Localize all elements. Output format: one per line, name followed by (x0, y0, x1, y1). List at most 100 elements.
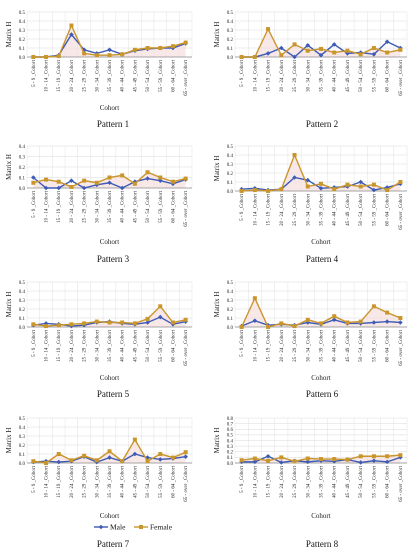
y-tick-label: 0.2 (19, 166, 26, 171)
x-tick-label: 5 - 9 _Cohort (240, 193, 245, 220)
y-tick-label: 0.0 (227, 326, 234, 331)
x-tick-label: 50 - 54 _Cohort (359, 465, 364, 497)
y-axis-title: Matrix H (5, 428, 13, 454)
female-point (44, 55, 49, 59)
female-point (252, 188, 257, 193)
male-point (252, 318, 258, 323)
female-point (398, 316, 403, 320)
chart-panel-8: 0.00.10.20.30.40.50.60.70.8 Matrix H 5 - 9… (213, 417, 408, 549)
male-point (170, 181, 176, 187)
female-point (239, 55, 244, 59)
male-point (132, 451, 138, 457)
y-tick-label: 0.3 (19, 29, 26, 34)
female-point (305, 456, 310, 461)
y-axis-title: Matrix H (213, 22, 221, 48)
male-point (331, 42, 337, 47)
female-point (345, 182, 350, 187)
x-tick-label: 10 - 14 _Cohort (253, 193, 258, 225)
x-tick-label: 15 - 19 _Cohort (267, 59, 272, 91)
x-tick-label: 15 - 19 _Cohort (57, 190, 62, 222)
x-tick-label: 25 - 29 _Cohort (293, 59, 298, 91)
pattern-caption: Pattern 3 (97, 254, 130, 264)
female-point (279, 321, 284, 326)
x-tick-label: 10 - 14 _Cohort (45, 59, 50, 91)
x-tick-label: 5 - 9 _Cohort (240, 329, 245, 356)
male-point (292, 54, 297, 60)
female-point (82, 321, 87, 326)
y-tick-label: 0.8 (227, 417, 234, 422)
x-tick-label: 55 - 59 _Cohort (159, 190, 164, 222)
male-point (94, 182, 100, 188)
x-tick-label: 45 - 49 _Cohort (133, 59, 138, 91)
pattern-caption: Pattern 5 (97, 389, 130, 399)
x-tick-label: 5 - 9 _Cohort (32, 190, 37, 217)
male-point (252, 459, 258, 465)
male-point (107, 180, 112, 186)
female-point (56, 179, 61, 184)
female-point (56, 323, 61, 328)
female-point (279, 53, 284, 58)
x-axis-title: Cohort (311, 374, 331, 382)
female-point (183, 40, 188, 45)
x-tick-label: 15 - 19 _Cohort (57, 59, 62, 91)
female-point (252, 296, 257, 301)
female-shadow-area (33, 24, 186, 57)
y-axis-title: Matrix H (213, 428, 221, 454)
x-axis-title: Cohort (311, 238, 331, 246)
x-tick-label: 45 - 49 _Cohort (133, 190, 138, 222)
y-tick-label: 0.5 (19, 11, 26, 16)
x-tick-label: 20 - 24 _Cohort (280, 193, 285, 225)
female-point (266, 189, 271, 193)
x-tick-label: 40 - 44 _Cohort (333, 59, 338, 91)
x-tick-label: 55 - 59 _Cohort (159, 329, 164, 361)
female-point (44, 461, 49, 465)
x-tick-label: 60 - 64 _Cohort (386, 329, 391, 361)
female-point (319, 321, 323, 326)
y-tick-label: 0.4 (19, 290, 26, 295)
female-point (145, 459, 150, 464)
x-tick-label: 15 - 19 _Cohort (267, 329, 272, 361)
male-point (157, 457, 163, 462)
female-point (31, 55, 36, 59)
y-tick-label: 0.0 (227, 56, 234, 61)
female-point (371, 46, 376, 50)
y-tick-label: 0.0 (19, 56, 26, 61)
female-point (358, 454, 363, 459)
x-tick-label: 10 - 14 _Cohort (45, 190, 50, 222)
female-point (371, 182, 376, 187)
female-point (398, 453, 403, 458)
male-point (183, 454, 188, 459)
x-tick-label: 20 - 24 _Cohort (280, 59, 285, 91)
male-point (384, 185, 390, 190)
female-point (82, 453, 87, 458)
y-tick-label: 0.1 (227, 456, 234, 461)
female-point (94, 319, 99, 324)
y-tick-label: 0.3 (227, 445, 234, 450)
male-point (371, 52, 377, 57)
male-point (318, 52, 324, 58)
y-tick-label: 0.0 (19, 462, 26, 467)
x-tick-label: 15 - 19 _Cohort (57, 329, 62, 361)
female-shadow-area (241, 28, 401, 57)
x-axis-title: Cohort (100, 512, 120, 520)
y-tick-label: 0.3 (227, 163, 234, 168)
female-point (82, 178, 87, 183)
x-tick-label: 30 - 34 _Cohort (306, 193, 311, 225)
chart-panel-6: 0.0 0.1 0.2 0.3 0.4 0.5 Matrix H 5 - 9 _Cohort 1… (213, 281, 408, 399)
female-point (266, 458, 271, 463)
male-point (384, 459, 390, 465)
male-point (305, 177, 311, 183)
female-point (252, 456, 257, 461)
x-axis-title: Cohort (311, 512, 331, 520)
chart-panel-5: 0.0 0.1 0.2 0.3 0.4 0.5 Matrix H 5 - 9 _Cohort 1… (5, 281, 193, 399)
female-point (385, 50, 390, 55)
chart-panel-3: 0.0 0.1 0.2 0.3 0.4 Matrix H 5 - 9 _Cohort 10 -… (5, 145, 193, 264)
legend-male-label: Male (110, 523, 126, 532)
female-point (183, 317, 188, 322)
x-tick-label: 50 - 54 _Cohort (146, 190, 151, 222)
female-shadow-area (33, 171, 186, 188)
y-tick-label: 0.4 (227, 154, 234, 159)
female-point (107, 449, 112, 454)
x-tick-label: 40 - 44 _Cohort (121, 190, 126, 222)
female-point (239, 458, 244, 463)
